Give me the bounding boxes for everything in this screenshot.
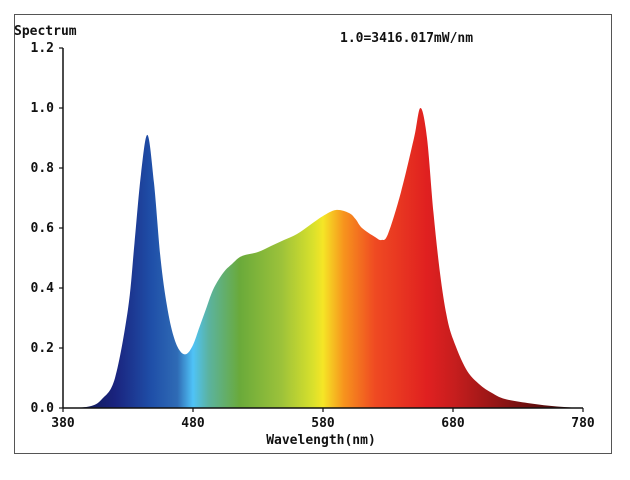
- x-tick-label: 580: [311, 416, 335, 431]
- x-tick-label: 380: [51, 416, 75, 431]
- spectrum-area: [63, 108, 583, 408]
- plot-area: [63, 108, 583, 408]
- y-tick-label: 0.4: [31, 281, 55, 296]
- y-tick-label: 1.2: [31, 41, 54, 56]
- chart-annotation: 1.0=3416.017mW/nm: [340, 31, 473, 46]
- x-tick-label: 680: [441, 416, 465, 431]
- x-tick-label: 780: [571, 416, 595, 431]
- y-tick-label: 0.2: [31, 341, 54, 356]
- chart-frame: [14, 14, 612, 454]
- chart-title: Spectrum: [14, 24, 77, 39]
- x-tick-label: 480: [181, 416, 205, 431]
- y-tick-label: 0.8: [31, 161, 55, 176]
- y-tick-label: 0.0: [31, 401, 55, 416]
- y-tick-label: 1.0: [31, 101, 55, 116]
- axes: 0.0 0.2 0.4 0.6 0.8 1.0 1.2 380 480 580 680 780: [31, 41, 595, 431]
- y-tick-label: 0.6: [31, 221, 55, 236]
- x-axis-label: Wavelength(nm): [266, 433, 376, 448]
